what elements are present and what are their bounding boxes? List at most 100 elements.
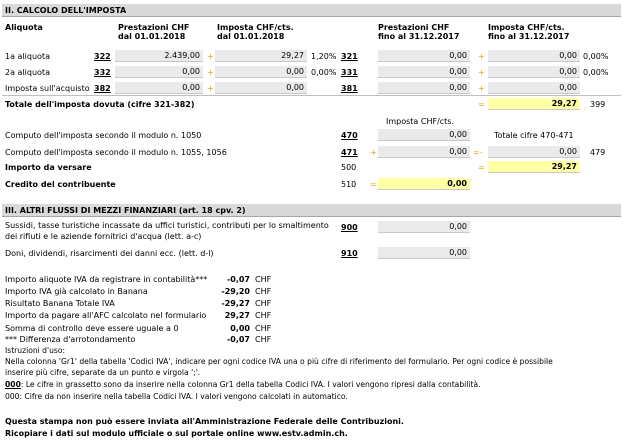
summary-value: -29,20 <box>221 287 250 296</box>
prest1-value[interactable]: 0,00 <box>115 66 203 78</box>
prest2-value[interactable]: 0,00 <box>378 82 470 94</box>
col-header-prest2: Prestazioni CHF <box>378 23 450 32</box>
instructions-bold-note: 000: Le cifre in grassetto sono da inser… <box>5 379 481 390</box>
sussidi-label-line2: dei rifiuti e le aziende fornitrici d'ac… <box>5 232 202 241</box>
total-label: Totale dell'imposta dovuta (cifre 321-38… <box>5 100 195 109</box>
summary-unit: CHF <box>255 275 272 284</box>
summary-row: Somma di controllo deve essere uguale a … <box>0 323 623 334</box>
credito-label: Credito del contribuente <box>5 180 116 189</box>
plus-sign: + <box>207 52 214 61</box>
summary-label: *** Differenza d'arrotondamento <box>5 335 136 344</box>
plain-code-marker: 000 <box>5 392 20 401</box>
bold-code-text: : Le cifre in grassetto sono da inserire… <box>20 380 481 389</box>
row-label: 1a aliquota <box>5 52 50 61</box>
col-header-imp2: Imposta CHF/cts. <box>488 23 565 32</box>
imp1-value: 29,27 <box>215 50 307 62</box>
summary-label: Risultato Banana Totale IVA <box>5 299 115 308</box>
code-500: 500 <box>341 163 357 172</box>
col-header-imp1-sub: dal 01.01.2018 <box>217 32 285 41</box>
summary-value: -0,07 <box>226 275 250 284</box>
code-331: 331 <box>341 68 358 77</box>
summary-value: -29,27 <box>221 299 250 308</box>
plus-sign: + <box>207 68 214 77</box>
rate1: 1,20% <box>311 52 337 61</box>
col-header-prest2-sub: fino al 31.12.2017 <box>378 32 460 41</box>
computo2-value[interactable]: 0,00 <box>378 146 470 158</box>
summary-unit: CHF <box>255 335 272 344</box>
plus-sign: + <box>478 52 485 61</box>
summary-row: Risultato Banana Totale IVA -29,27 CHF <box>0 298 623 309</box>
summary-row: Importo da pagare all'AFC calcolato nel … <box>0 310 623 321</box>
imp2-value: 0,00 <box>488 66 580 78</box>
plus-sign: + <box>207 84 214 93</box>
bold-code-marker: 000 <box>5 380 21 389</box>
plus-sign: + <box>478 84 485 93</box>
summary-value: 0,00 <box>230 324 250 333</box>
summary-label: Importo aliquote IVA da registrare in co… <box>5 275 208 284</box>
col-header-imp1: Imposta CHF/cts. <box>217 23 294 32</box>
equals-sign: = <box>370 180 377 189</box>
imp1-value: 0,00 <box>215 66 307 78</box>
instructions-line1: Nella colonna 'Gr1' della tabella 'Codic… <box>5 357 553 366</box>
code-321: 321 <box>341 52 358 61</box>
col-header-prest1: Prestazioni CHF <box>118 23 190 32</box>
code-381: 381 <box>341 84 358 93</box>
rate2: 0,00% <box>583 68 609 77</box>
computo2-label: Computo dell'imposta secondo il modulo n… <box>5 148 227 157</box>
plus-sign: + <box>370 148 377 157</box>
versare-label: Importo da versare <box>5 163 92 172</box>
prest1-value[interactable]: 2.439,00 <box>115 50 203 62</box>
credito-value: 0,00 <box>378 178 470 190</box>
code-910: 910 <box>341 249 358 258</box>
instructions-plain-note: 000: Cifre da non inserire nella tabella… <box>5 391 348 402</box>
instructions-title: Istruzioni d'uso: <box>5 346 66 355</box>
section-header-calcolo: II. CALCOLO DELL'IMPOSTA <box>2 4 621 17</box>
summary-value: 29,27 <box>224 311 250 320</box>
section-header-altri-flussi: III. ALTRI FLUSSI DI MEZZI FINANZIARI (a… <box>2 204 621 217</box>
summary-label: Importo da pagare all'AFC calcolato nel … <box>5 311 207 320</box>
code-470: 470 <box>341 131 358 140</box>
footer-line2: Ricopiare i dati sul modulo ufficiale o … <box>5 429 348 438</box>
imp2-value: 0,00 <box>488 82 580 94</box>
footer-line1: Questa stampa non può essere inviata all… <box>5 417 404 426</box>
code-471: 471 <box>341 148 358 157</box>
code-900: 900 <box>341 223 358 232</box>
col-header-aliquota: Aliquota <box>5 23 43 32</box>
code-382: 382 <box>94 84 111 93</box>
summary-unit: CHF <box>255 299 272 308</box>
code-510: 510 <box>341 180 357 189</box>
prest1-value[interactable]: 0,00 <box>115 82 203 94</box>
summary-unit: CHF <box>255 311 272 320</box>
summary-unit: CHF <box>255 324 272 333</box>
imp2-value: 0,00 <box>488 50 580 62</box>
doni-value[interactable]: 0,00 <box>378 247 470 259</box>
doni-label: Doni, dividendi, risarcimenti dei danni … <box>5 249 214 258</box>
equals-sign: = <box>478 100 485 109</box>
versare-value: 29,27 <box>488 161 580 173</box>
code-332: 332 <box>94 68 111 77</box>
sussidi-value[interactable]: 0,00 <box>378 221 470 233</box>
code-322: 322 <box>94 52 111 61</box>
plus-sign: + <box>478 68 485 77</box>
summary-row: Importo aliquote IVA da registrare in co… <box>0 274 623 285</box>
equals-sign: = <box>478 163 485 172</box>
computo2-total: 0,00 <box>488 146 580 158</box>
divider <box>2 95 621 96</box>
total-value: 29,27 <box>488 98 580 110</box>
summary-unit: CHF <box>255 287 272 296</box>
prest2-value[interactable]: 0,00 <box>378 66 470 78</box>
imp1-value: 0,00 <box>215 82 307 94</box>
prest2-value[interactable]: 0,00 <box>378 50 470 62</box>
col-header-imp2-sub: fino al 31.12.2017 <box>488 32 570 41</box>
minus-sign: - <box>480 148 483 157</box>
equals-sign: = <box>473 148 480 157</box>
row-label: Imposta sull'acquisto <box>5 84 90 93</box>
summary-label: Importo IVA già calcolato in Banana <box>5 287 148 296</box>
total-code: 399 <box>590 100 606 109</box>
computo1-value[interactable]: 0,00 <box>378 129 470 141</box>
summary-label: Somma di controllo deve essere uguale a … <box>5 324 179 333</box>
summary-row: *** Differenza d'arrotondamento -0,07 CH… <box>0 334 623 345</box>
plain-code-text: : Cifre da non inserire nella tabella Co… <box>19 392 348 401</box>
computo-total-label: Totale cifre 470-471 <box>494 131 574 140</box>
computo2-total-code: 479 <box>590 148 606 157</box>
